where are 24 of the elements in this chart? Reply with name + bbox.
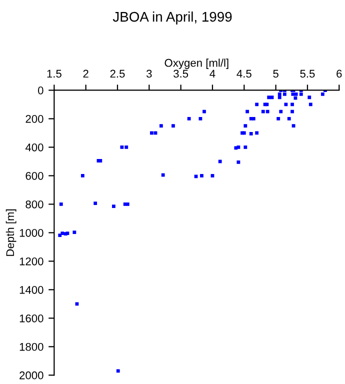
y-tick-label: 1200 [20,257,44,266]
x-tick-label: 1.5 [47,70,62,78]
x-tick-label: 4.5 [236,70,252,78]
x-tick-label: 6 [336,70,342,78]
x-axis-title: Oxygen [ml/l] [164,58,228,69]
y-tick-label: 2000 [20,371,44,380]
x-tick-label: 2 [83,70,88,78]
x-tick-label: 5 [273,70,278,78]
x-tick-label: 4 [210,70,216,78]
x-tick-label: 5.5 [300,70,315,78]
y-tick-label: 200 [26,115,44,123]
y-tick-label: 1400 [20,286,44,294]
y-tick-label: 1800 [20,342,44,351]
y-tick-label: 0 [38,86,44,94]
y-tick-label: 800 [26,200,44,208]
x-tick-label: 3.5 [174,70,188,78]
y-tick-label: 1600 [20,314,44,322]
y-tick-label: 400 [25,143,44,152]
y-tick-label: 1000 [20,228,44,237]
chart-title: JBOA in April, 1999 [112,12,232,24]
x-tick-label: 2.5 [110,70,125,78]
x-tick-label: 3 [146,70,152,78]
y-axis-title: Depth [m] [6,209,16,256]
y-tick-label: 600 [26,172,44,180]
